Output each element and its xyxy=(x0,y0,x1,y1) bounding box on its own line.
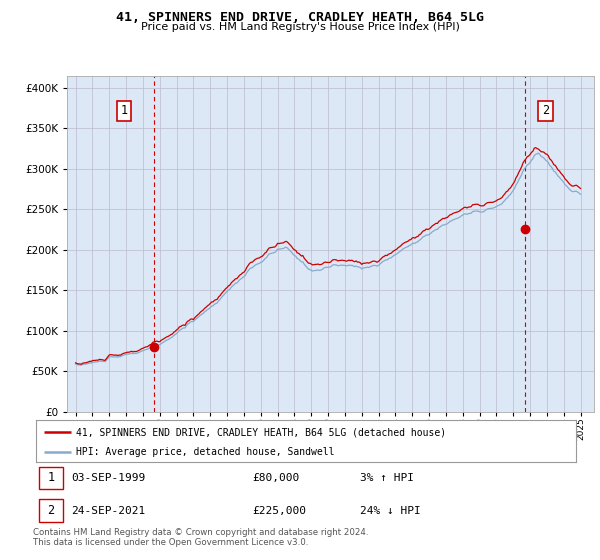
Text: 24% ↓ HPI: 24% ↓ HPI xyxy=(360,506,421,516)
Text: 24-SEP-2021: 24-SEP-2021 xyxy=(71,506,145,516)
Text: £225,000: £225,000 xyxy=(252,506,306,516)
Text: 2: 2 xyxy=(47,504,55,517)
Text: 03-SEP-1999: 03-SEP-1999 xyxy=(71,473,145,483)
Text: HPI: Average price, detached house, Sandwell: HPI: Average price, detached house, Sand… xyxy=(77,447,335,458)
Text: Contains HM Land Registry data © Crown copyright and database right 2024.
This d: Contains HM Land Registry data © Crown c… xyxy=(33,528,368,547)
Text: 41, SPINNERS END DRIVE, CRADLEY HEATH, B64 5LG (detached house): 41, SPINNERS END DRIVE, CRADLEY HEATH, B… xyxy=(77,428,446,437)
Text: Price paid vs. HM Land Registry's House Price Index (HPI): Price paid vs. HM Land Registry's House … xyxy=(140,22,460,32)
Text: 41, SPINNERS END DRIVE, CRADLEY HEATH, B64 5LG: 41, SPINNERS END DRIVE, CRADLEY HEATH, B… xyxy=(116,11,484,24)
Text: 3% ↑ HPI: 3% ↑ HPI xyxy=(360,473,414,483)
Text: 2: 2 xyxy=(542,104,549,118)
Text: £80,000: £80,000 xyxy=(252,473,299,483)
Text: 1: 1 xyxy=(121,104,127,118)
Text: 1: 1 xyxy=(47,471,55,484)
